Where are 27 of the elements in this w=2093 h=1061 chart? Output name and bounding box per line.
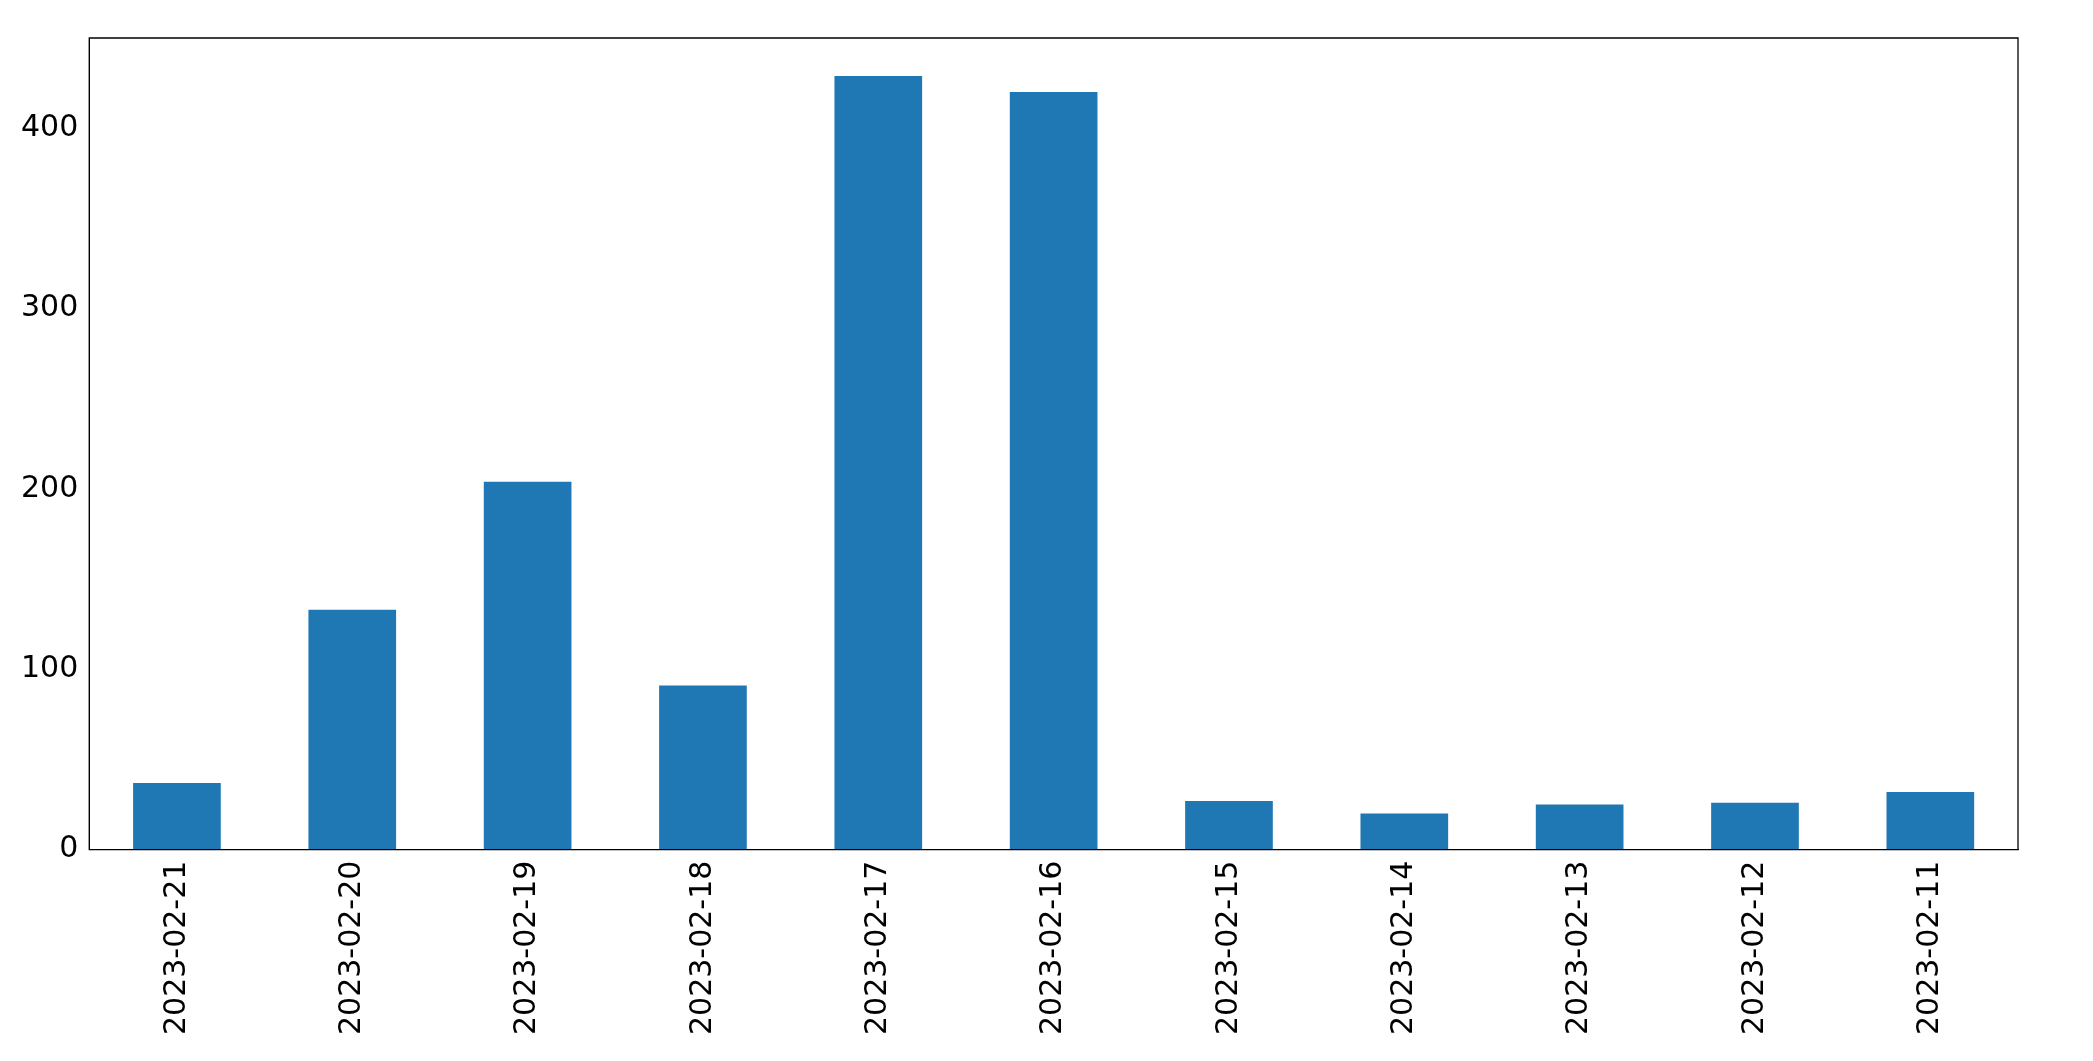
x-tick-label: 2023-02-19 bbox=[507, 860, 543, 1036]
bar bbox=[483, 481, 572, 850]
y-tick-label: 0 bbox=[59, 829, 79, 865]
bar bbox=[1185, 800, 1273, 850]
x-tick-label: 2023-02-16 bbox=[1033, 860, 1069, 1036]
y-tick-label: 400 bbox=[21, 107, 79, 143]
x-tick-label: 2023-02-20 bbox=[332, 860, 368, 1036]
bar bbox=[1886, 791, 1975, 850]
bar bbox=[1535, 804, 1624, 850]
bar bbox=[1711, 802, 1799, 850]
y-tick-label: 100 bbox=[21, 649, 79, 685]
x-tick-label: 2023-02-14 bbox=[1384, 860, 1420, 1036]
bar bbox=[133, 782, 221, 850]
x-tick-label: 2023-02-18 bbox=[682, 860, 718, 1036]
x-tick-label: 2023-02-12 bbox=[1734, 860, 1770, 1036]
x-tick-label: 2023-02-15 bbox=[1208, 860, 1244, 1036]
bar bbox=[308, 609, 397, 850]
bar bbox=[1360, 813, 1449, 850]
y-tick-label: 300 bbox=[21, 288, 79, 324]
bar bbox=[834, 75, 923, 850]
x-tick-label: 2023-02-21 bbox=[156, 860, 192, 1036]
x-tick-label: 2023-02-11 bbox=[1910, 860, 1946, 1036]
x-tick-label: 2023-02-13 bbox=[1559, 860, 1595, 1036]
y-tick-label: 200 bbox=[21, 468, 79, 504]
bar bbox=[1009, 92, 1098, 850]
bar bbox=[659, 685, 747, 850]
x-tick-label: 2023-02-17 bbox=[858, 860, 894, 1036]
